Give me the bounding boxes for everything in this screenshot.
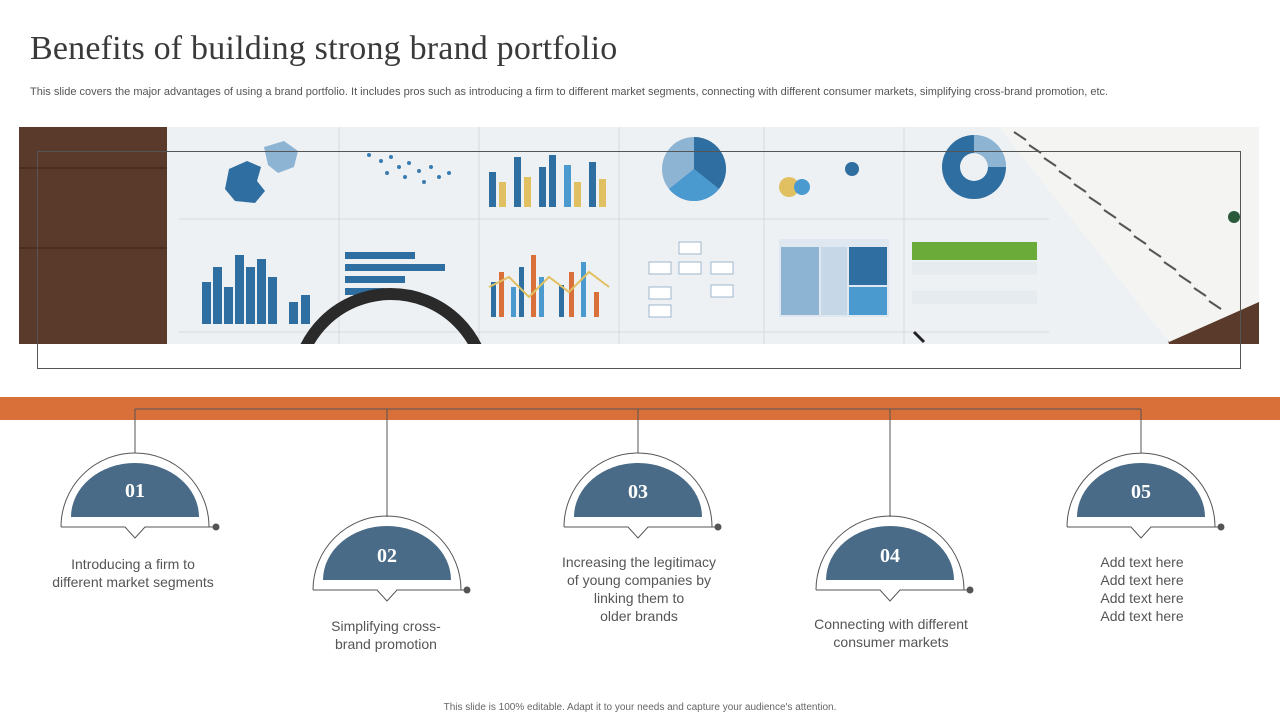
step-4-line: Connecting with different (814, 616, 968, 632)
step-2-text: Simplifying cross- brand promotion (286, 617, 486, 653)
step-3-text: Increasing the legitimacy of young compa… (539, 553, 739, 625)
step-1-line: different market segments (52, 574, 214, 590)
step-5-line: Add text here (1100, 608, 1184, 624)
step-3-line: linking them to (593, 590, 685, 606)
step-5-line: Add text here (1100, 572, 1184, 588)
step-3-line: Increasing the legitimacy (561, 554, 717, 570)
step-5-line: Add text here (1100, 554, 1184, 570)
step-1-number: 01 (125, 480, 145, 502)
step-4-line: consumer markets (833, 634, 949, 650)
page-subtitle: This slide covers the major advantages o… (30, 86, 1109, 98)
banner-image (19, 127, 1259, 344)
step-4-number: 04 (880, 545, 900, 567)
step-3-line: older brands (600, 608, 678, 624)
step-2-line: brand promotion (335, 636, 437, 652)
step-2-number: 02 (377, 545, 397, 567)
step-5-text: Add text here Add text here Add text her… (1042, 553, 1242, 625)
step-5-line: Add text here (1100, 590, 1184, 606)
step-5-number: 05 (1131, 481, 1151, 503)
timeline-bar (0, 397, 1280, 420)
step-1-text: Introducing a firm to different market s… (33, 555, 233, 591)
footer-note: This slide is 100% editable. Adapt it to… (443, 702, 837, 713)
page-title: Benefits of building strong brand portfo… (30, 30, 618, 67)
step-4-text: Connecting with different consumer marke… (791, 615, 991, 651)
step-2-line: Simplifying cross- (331, 618, 441, 634)
step-1-line: Introducing a firm to (71, 556, 195, 572)
step-3-number: 03 (628, 481, 648, 503)
step-3-line: of young companies by (567, 572, 711, 588)
